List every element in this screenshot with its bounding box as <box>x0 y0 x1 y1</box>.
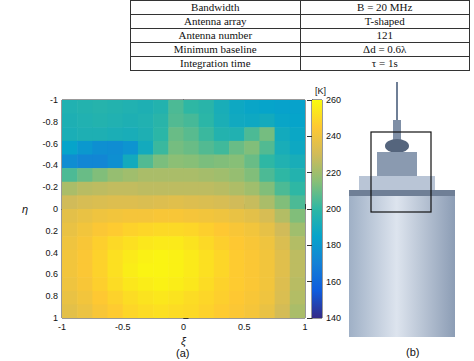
svg-text:160: 160 <box>326 277 341 287</box>
svg-text:180: 180 <box>326 240 341 250</box>
svg-text:240: 240 <box>326 131 341 141</box>
svg-text:(a): (a) <box>176 347 189 359</box>
html-text:Δd = 0.6λ: Δd = 0.6λ <box>363 43 407 55</box>
svg-text:0.5: 0.5 <box>238 322 251 332</box>
svg-text:0.6: 0.6 <box>45 269 58 279</box>
svg-text:0.2: 0.2 <box>45 226 58 236</box>
svg-text:200: 200 <box>326 204 341 214</box>
svg-text:0.4: 0.4 <box>45 248 58 258</box>
svg-text:260: 260 <box>326 95 341 105</box>
svg-text:-0.2: -0.2 <box>42 182 58 192</box>
svg-text:ξ: ξ <box>181 335 187 348</box>
svg-text:1: 1 <box>302 322 307 332</box>
svg-text:-0.6: -0.6 <box>42 139 58 149</box>
svg-text:0.8: 0.8 <box>45 291 58 301</box>
html-text:Antenna array: Antenna array <box>183 15 247 27</box>
html-text:Bandwidth: Bandwidth <box>191 1 240 13</box>
html-text:Minimum baseline: Minimum baseline <box>173 43 257 55</box>
html-text:(b): (b) <box>406 346 420 358</box>
svg-text:1: 1 <box>53 313 58 323</box>
svg-text:-1: -1 <box>50 95 58 105</box>
html-text:B = 20 MHz: B = 20 MHz <box>357 1 413 13</box>
html-text:Integration time: Integration time <box>180 57 251 69</box>
html-text:T-shaped: T-shaped <box>364 15 405 27</box>
html-text:Antenna number: Antenna number <box>178 29 253 41</box>
svg-text:-0.5: -0.5 <box>115 322 131 332</box>
html-text:τ = 1s: τ = 1s <box>371 57 398 69</box>
svg-text:220: 220 <box>326 168 341 178</box>
svg-text:0: 0 <box>53 204 58 214</box>
svg-text:η: η <box>22 203 28 215</box>
svg-text:-1: -1 <box>58 322 66 332</box>
svg-text:0: 0 <box>181 322 186 332</box>
svg-text:140: 140 <box>326 313 341 323</box>
svg-text:-0.4: -0.4 <box>42 160 58 170</box>
svg-text:[K]: [K] <box>315 86 326 96</box>
html-text:121: 121 <box>376 29 393 41</box>
svg-text:-0.8: -0.8 <box>42 117 58 127</box>
